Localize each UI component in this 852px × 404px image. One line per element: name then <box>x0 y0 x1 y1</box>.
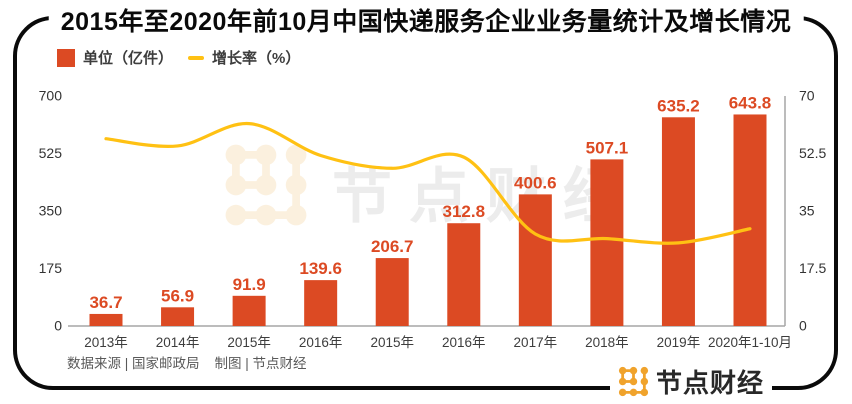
bar-value-label: 400.6 <box>514 173 557 192</box>
legend-item-growth: 增长率（%） <box>188 47 300 68</box>
logo-dot <box>225 144 247 166</box>
x-axis-label: 2016年 <box>442 335 486 350</box>
bar <box>661 117 695 326</box>
watermark-text: 节点财经 <box>332 163 640 230</box>
logo-dot <box>225 174 247 196</box>
left-axis-tick: 0 <box>54 318 62 334</box>
x-axis-label: 2019年 <box>657 335 701 350</box>
logo-dot <box>618 377 627 385</box>
bar <box>304 280 338 326</box>
bar <box>161 307 195 326</box>
growth-rate-line <box>104 121 752 245</box>
bar <box>590 159 624 326</box>
brand-logo-text: 节点财经 <box>656 367 765 398</box>
bar-value-label: 635.2 <box>657 96 700 115</box>
right-axis-tick: 70 <box>799 88 815 104</box>
logo-dot <box>640 388 649 396</box>
left-axis-tick: 350 <box>39 203 63 219</box>
x-axis-label: 2013年 <box>84 335 128 350</box>
bar <box>375 258 409 326</box>
line-swatch-icon <box>188 55 205 60</box>
right-axis-tick: 35 <box>799 203 815 219</box>
bar-value-label: 643.8 <box>729 93 772 112</box>
logo-dot <box>255 144 277 166</box>
logo-dot <box>255 204 277 226</box>
x-axis-label: 2020年1-10月 <box>708 335 792 350</box>
bar-value-label: 206.7 <box>371 237 414 256</box>
logo-dot <box>255 174 277 196</box>
x-axis-label: 2014年 <box>156 335 200 350</box>
logo-dot <box>640 377 649 385</box>
x-axis-label: 2017年 <box>514 335 558 350</box>
right-axis-tick: 17.5 <box>799 260 826 276</box>
legend-item-volume: 单位（亿件） <box>57 47 173 68</box>
source-note: 数据来源 | 国家邮政局 制图 | 节点财经 <box>67 352 307 372</box>
logo-dot <box>618 388 627 396</box>
data-source-label: 数据来源 | 国家邮政局 <box>67 356 200 371</box>
page-title: 2015年至2020年前10月中国快递服务企业业务量统计及增长情况 <box>48 2 804 38</box>
bar <box>232 295 266 326</box>
watermark-logo-icon <box>225 144 307 226</box>
bar <box>89 313 123 326</box>
brand-logo: 节点财经 <box>610 358 773 404</box>
made-by-label: 制图 | 节点财经 <box>214 356 307 371</box>
logo-dot <box>629 366 638 374</box>
right-axis-tick: 52.5 <box>799 145 826 161</box>
logo-dot <box>285 144 307 166</box>
logo-dot <box>629 388 638 396</box>
x-axis-label: 2015年 <box>227 335 271 350</box>
bar-value-label: 312.8 <box>443 202 486 221</box>
x-axis-label: 2015年 <box>370 335 414 350</box>
left-axis-tick: 175 <box>39 260 63 276</box>
logo-dot <box>640 366 649 374</box>
bar-value-label: 507.1 <box>586 138 629 157</box>
legend-line-label: 增长率（%） <box>212 50 301 67</box>
bar <box>447 223 481 326</box>
logo-dot <box>285 204 307 226</box>
left-axis-tick: 700 <box>39 88 63 104</box>
legend-bar-label: 单位（亿件） <box>83 50 174 67</box>
bar <box>733 114 767 326</box>
x-axis-label: 2016年 <box>299 335 343 350</box>
right-axis-tick: 0 <box>799 318 807 334</box>
bar-value-label: 36.7 <box>89 293 122 312</box>
logo-dot <box>618 366 627 374</box>
left-axis-tick: 525 <box>39 145 63 161</box>
x-axis-label: 2018年 <box>585 335 629 350</box>
logo-dot <box>285 174 307 196</box>
logo-dot <box>225 204 247 226</box>
legend: 单位（亿件） 增长率（%） <box>57 47 300 68</box>
bar <box>518 194 552 326</box>
brand-logo-icon <box>618 366 649 396</box>
logo-dot <box>629 377 638 385</box>
bar-value-label: 139.6 <box>299 259 342 278</box>
bar-swatch-icon <box>57 48 75 67</box>
bar-value-label: 56.9 <box>161 286 194 305</box>
bar-value-label: 91.9 <box>233 275 266 294</box>
